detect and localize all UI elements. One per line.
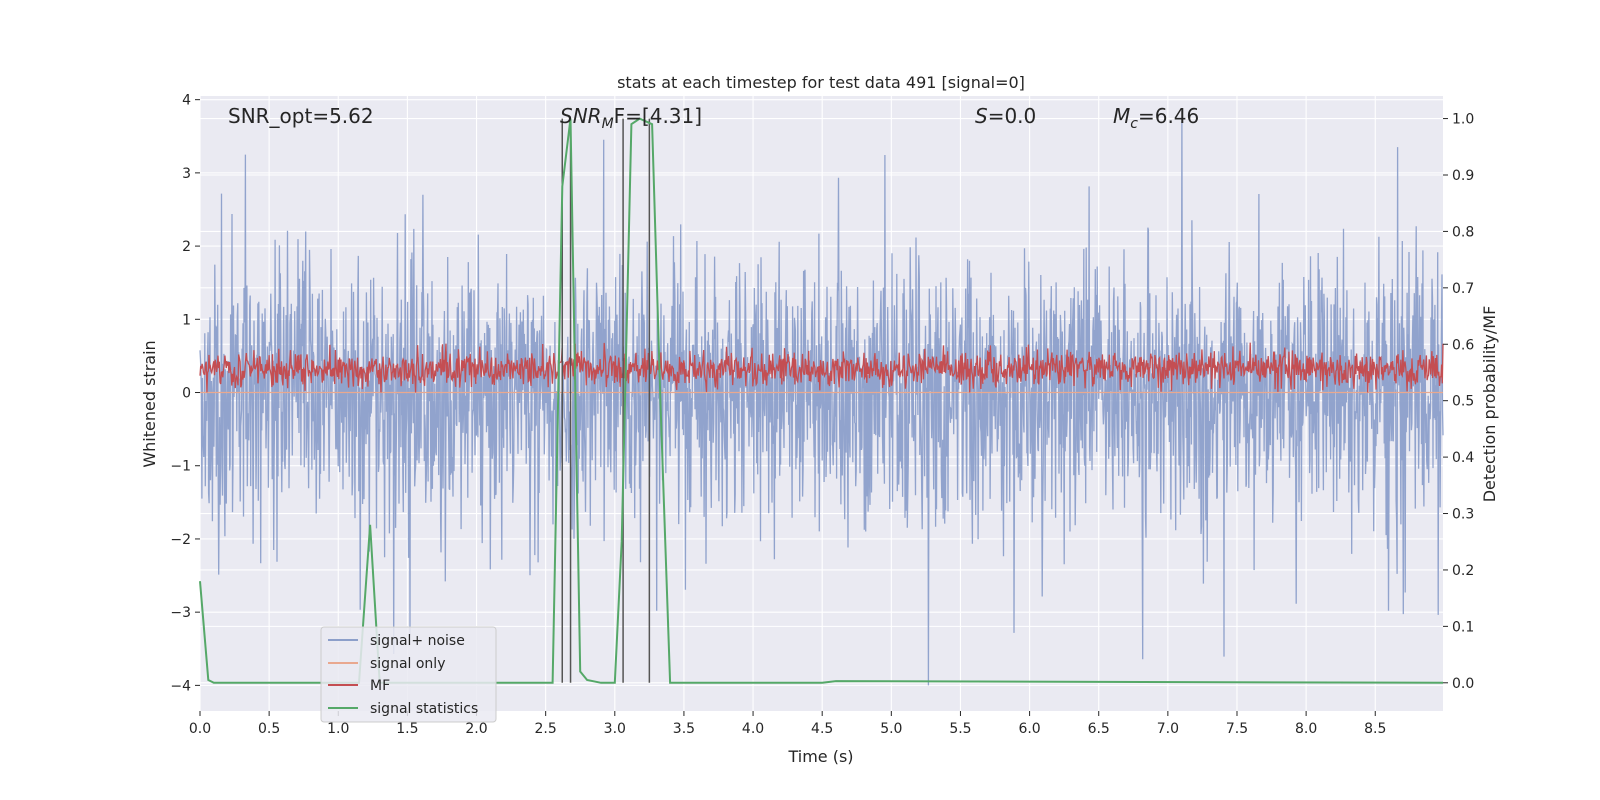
y-tick-label: 3 (182, 166, 191, 182)
x-tick-label: 0.5 (258, 721, 280, 737)
y2-tick-label: 0.8 (1452, 224, 1474, 240)
y-tick-label: −1 (170, 459, 191, 475)
y-tick-labels: 4 3 2 1 0 −1 −2 −3 −4 (170, 93, 200, 694)
x-tick-label: 6.0 (1018, 721, 1040, 737)
y-tick-label: 2 (182, 239, 191, 255)
x-tick-label: 5.0 (880, 721, 902, 737)
s-symbol: S (975, 104, 988, 128)
x-tick-label: 0.0 (189, 721, 211, 737)
chart-title: stats at each timestep for test data 491… (617, 73, 1025, 92)
x-tick-label: 6.5 (1088, 721, 1110, 737)
y-tick-label: −4 (170, 678, 191, 694)
x-axis-label: Time (s) (787, 747, 853, 766)
legend: signal+ noise signal only MF signal stat… (320, 626, 497, 723)
x-tick-label: 2.0 (465, 721, 487, 737)
series-mf (199, 342, 1444, 393)
x-tick-label: 7.0 (1157, 721, 1179, 737)
y-tick-label: 1 (182, 312, 191, 328)
y-axis-label: Whitened strain (140, 340, 159, 467)
y2-tick-label: 0.6 (1452, 337, 1474, 353)
y-tick-label: −2 (170, 532, 191, 548)
y-tick-label: −3 (170, 605, 191, 621)
y2-tick-label: 0.3 (1452, 507, 1474, 523)
x-tick-label: 5.5 (949, 721, 971, 737)
y2-tick-labels: 1.0 0.9 0.8 0.7 0.6 0.5 0.4 0.3 0.2 0.1 0.0 (1443, 112, 1474, 692)
legend-label-signal-statistics: signal statistics (370, 701, 478, 717)
x-tick-label: 8.5 (1364, 721, 1386, 737)
annotation-snr-mf: SNRMF=[4.31] (560, 104, 702, 132)
y2-tick-label: 0.7 (1452, 281, 1474, 297)
legend-label-signal-noise: signal+ noise (370, 633, 465, 649)
series-layer (199, 117, 1444, 686)
y2-tick-label: 0.1 (1452, 619, 1474, 635)
snr-mf-value: F=[4.31] (614, 104, 702, 128)
x-tick-label: 2.5 (535, 721, 557, 737)
mc-value: =6.46 (1138, 104, 1199, 128)
x-tick-label: 1.0 (327, 721, 349, 737)
y2-tick-label: 0.2 (1452, 563, 1474, 579)
y-tick-label: 0 (182, 386, 191, 402)
x-tick-label: 1.5 (396, 721, 418, 737)
annotation-s: S=0.0 (975, 104, 1036, 128)
x-tick-label: 7.5 (1226, 721, 1248, 737)
annotation-mc: Mc=6.46 (1113, 104, 1199, 132)
x-tick-label: 3.0 (604, 721, 626, 737)
legend-label-mf: MF (370, 678, 390, 694)
mc-symbol: M (1113, 104, 1130, 128)
y-tick-label: 4 (182, 93, 191, 109)
series-signal-statistics (199, 117, 1444, 684)
x-tick-label: 8.0 (1295, 721, 1317, 737)
y2-axis-label: Detection probability/MF (1480, 306, 1499, 503)
y2-tick-label: 0.9 (1452, 168, 1474, 184)
x-tick-label: 4.5 (811, 721, 833, 737)
series-signal-noise (199, 121, 1444, 686)
annotation-snr-opt: SNR_opt=5.62 (228, 104, 374, 128)
snr-mf-symbol: SNR (560, 104, 602, 128)
mc-subscript: c (1130, 116, 1138, 132)
x-tick-labels: 0.0 0.5 1.0 1.5 2.0 2.5 3.0 3.5 4.0 4.5 5.0 5.5 6.0 6… (189, 711, 1386, 737)
s-value: =0.0 (988, 104, 1037, 128)
y2-tick-label: 0.4 (1452, 450, 1474, 466)
x-tick-label: 4.0 (742, 721, 764, 737)
legend-label-signal-only: signal only (370, 656, 445, 672)
legend-box (320, 626, 497, 723)
snr-mf-subscript: M (602, 116, 614, 132)
y2-tick-label: 0.5 (1452, 394, 1474, 410)
y2-tick-label: 0.0 (1452, 676, 1474, 692)
y2-tick-label: 1.0 (1452, 112, 1474, 128)
x-tick-label: 3.5 (673, 721, 695, 737)
